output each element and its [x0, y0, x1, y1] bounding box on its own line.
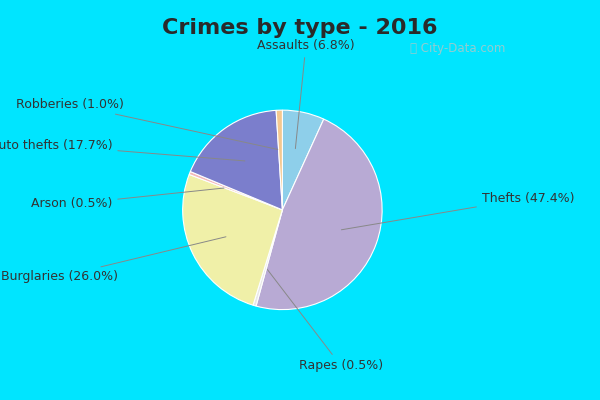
- Text: Auto thefts (17.7%): Auto thefts (17.7%): [0, 139, 245, 161]
- Wedge shape: [283, 110, 324, 210]
- Text: Burglaries (26.0%): Burglaries (26.0%): [1, 237, 226, 283]
- Text: Robberies (1.0%): Robberies (1.0%): [16, 98, 278, 150]
- Wedge shape: [189, 172, 283, 210]
- Wedge shape: [182, 174, 283, 305]
- Text: Arson (0.5%): Arson (0.5%): [31, 188, 224, 210]
- Text: Thefts (47.4%): Thefts (47.4%): [341, 192, 574, 230]
- Wedge shape: [253, 210, 283, 306]
- Wedge shape: [256, 119, 382, 310]
- Text: ⓘ City-Data.com: ⓘ City-Data.com: [410, 42, 505, 55]
- Wedge shape: [276, 110, 283, 210]
- Text: Rapes (0.5%): Rapes (0.5%): [268, 270, 383, 372]
- Text: Crimes by type - 2016: Crimes by type - 2016: [162, 18, 438, 38]
- Text: Assaults (6.8%): Assaults (6.8%): [257, 39, 355, 149]
- Wedge shape: [190, 110, 283, 210]
